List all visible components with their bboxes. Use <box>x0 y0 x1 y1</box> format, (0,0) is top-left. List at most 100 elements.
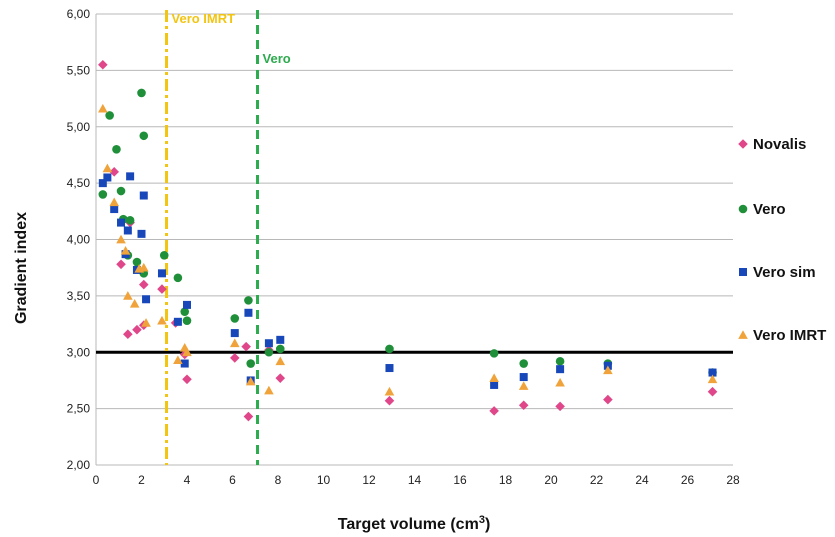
legend-label: Vero <box>753 201 786 218</box>
data-point-novalis <box>116 259 126 270</box>
legend-label: Novalis <box>753 136 806 153</box>
data-point-novalis <box>138 279 149 290</box>
y-tick-label: 3,00 <box>67 345 91 359</box>
data-point-vero-sim <box>173 317 182 326</box>
data-point-vero-imrt <box>603 365 613 375</box>
data-point-novalis <box>518 400 529 411</box>
data-point-vero-sim <box>180 359 189 368</box>
data-point-vero-sim <box>708 368 717 377</box>
data-point-novalis <box>603 394 613 405</box>
data-point-vero-imrt <box>98 103 108 113</box>
data-point-novalis <box>98 59 108 70</box>
data-point-novalis <box>109 167 119 177</box>
x-tick-label: 14 <box>408 473 422 487</box>
data-point-vero <box>116 186 126 196</box>
reference-lines: Vero IMRT Vero <box>96 10 733 465</box>
y-tick-label: 4,00 <box>67 233 91 247</box>
data-point-vero-imrt <box>245 376 256 386</box>
x-tick-label: 26 <box>681 473 695 487</box>
data-point-vero-imrt <box>173 355 183 364</box>
data-point-vero-sim <box>142 295 151 304</box>
y-tick-label: 2,00 <box>67 458 91 472</box>
data-point-novalis <box>243 411 254 422</box>
legend-marker-novalis <box>738 139 748 149</box>
data-point-vero-imrt <box>116 234 126 244</box>
legend-marker-vero <box>738 204 748 214</box>
data-point-vero <box>555 356 565 366</box>
reference-line-label: Vero <box>263 51 291 66</box>
y-tick-label: 5,00 <box>67 120 91 134</box>
data-point-vero <box>264 347 274 357</box>
data-point-vero-imrt <box>120 245 131 255</box>
x-tick-label: 20 <box>544 473 558 487</box>
x-tick-label: 10 <box>317 473 331 487</box>
data-point-vero-sim <box>126 172 135 181</box>
data-point-vero <box>159 250 169 260</box>
data-point-vero-sim <box>157 269 166 278</box>
data-point-vero-sim <box>264 339 273 348</box>
data-point-vero <box>139 131 149 141</box>
data-point-vero <box>246 359 255 368</box>
legend-marker-vero-imrt <box>738 330 748 339</box>
data-point-vero <box>385 344 394 354</box>
data-point-novalis <box>241 341 251 352</box>
data-point-novalis <box>555 401 565 412</box>
data-point-novalis <box>157 284 167 294</box>
y-tick-label: 6,00 <box>67 7 91 21</box>
data-point-novalis <box>123 329 133 340</box>
data-point-vero <box>112 145 121 154</box>
data-point-vero-imrt <box>489 373 499 383</box>
data-point-vero-sim <box>110 205 119 214</box>
data-point-vero-imrt <box>264 385 274 395</box>
data-point-vero-imrt <box>102 163 113 173</box>
data-point-vero-sim <box>183 300 191 309</box>
data-point-vero-sim <box>139 191 148 200</box>
data-point-vero <box>275 344 285 354</box>
data-point-vero-sim <box>103 173 112 182</box>
y-axis-title: Gradient index <box>13 212 30 324</box>
x-tick-label: 12 <box>362 473 376 487</box>
data-point-vero-imrt <box>384 386 395 396</box>
x-tick-label: 8 <box>275 473 282 487</box>
legend-label: Vero sim <box>753 264 816 281</box>
data-point-vero <box>98 190 108 199</box>
data-point-vero-sim <box>556 365 565 374</box>
data-point-vero <box>132 257 142 267</box>
data-point-vero-imrt <box>138 262 149 272</box>
data-point-novalis <box>229 353 240 363</box>
data-point-vero <box>125 216 135 225</box>
data-point-novalis <box>707 386 718 397</box>
x-tick-label: 2 <box>138 473 145 487</box>
data-point-vero <box>489 349 499 358</box>
data-point-vero-imrt <box>707 374 718 384</box>
data-point-novalis <box>275 373 286 383</box>
grid-lines <box>95 13 733 466</box>
x-tick-labels: 0 2 4 6 8 10 12 14 16 18 20 22 24 26 28 <box>93 473 740 487</box>
data-point-vero-sim <box>230 329 239 338</box>
data-point-vero-imrt <box>123 291 133 300</box>
data-point-vero-sim <box>117 218 126 227</box>
data-point-vero <box>180 307 190 316</box>
y-tick-labels: 2,00 2,50 3,00 3,50 4,00 4,50 5,00 5,50 6,00 <box>67 7 91 472</box>
y-tick-label: 3,50 <box>67 289 91 303</box>
data-point-vero-sim <box>276 335 285 344</box>
data-point-vero <box>173 273 183 283</box>
data-point-vero-imrt <box>182 347 192 357</box>
x-tick-label: 22 <box>590 473 604 487</box>
data-point-vero-imrt <box>109 197 119 207</box>
data-point-vero-imrt <box>555 377 565 387</box>
data-point-vero <box>244 296 253 305</box>
data-point-vero-imrt <box>518 381 529 390</box>
data-point-novalis <box>384 395 395 406</box>
x-tick-label: 16 <box>453 473 467 487</box>
data-point-vero <box>137 88 146 98</box>
data-point-vero-sim <box>98 179 107 188</box>
y-tick-label: 2,50 <box>67 402 91 416</box>
data-point-vero-sim <box>123 226 132 235</box>
x-tick-label: 6 <box>229 473 236 487</box>
data-point-vero-sim <box>137 229 146 238</box>
legend-marker-vero-sim <box>739 268 747 276</box>
legend-label: Vero IMRT <box>753 327 826 344</box>
x-tick-label: 28 <box>726 473 740 487</box>
data-points <box>98 59 718 422</box>
